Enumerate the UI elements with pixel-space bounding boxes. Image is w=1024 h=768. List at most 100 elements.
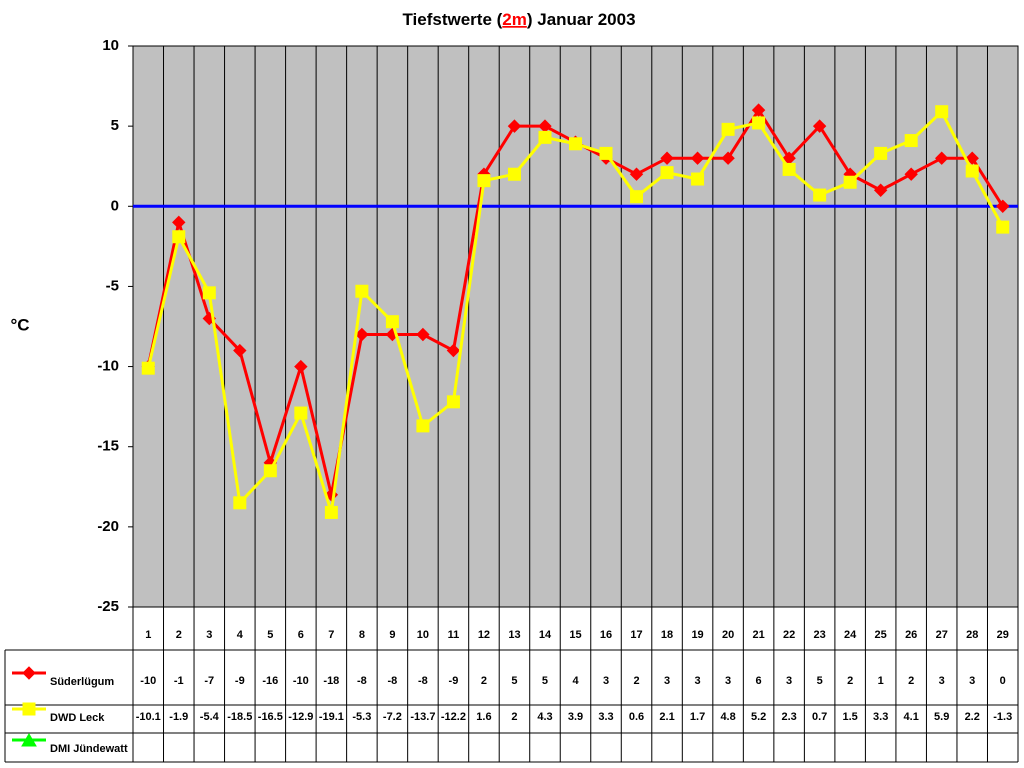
- table-value: 0.6: [629, 711, 644, 723]
- x-tick-label: 11: [448, 629, 460, 641]
- table-value: 0.7: [812, 711, 827, 723]
- x-tick-label: 28: [966, 629, 978, 641]
- marker: [538, 130, 552, 144]
- y-tick-label: 0: [111, 197, 119, 214]
- x-tick-label: 20: [722, 629, 734, 641]
- table-value: 1: [878, 675, 884, 687]
- marker: [752, 116, 766, 130]
- table-value: -9: [235, 675, 245, 687]
- x-tick-label: 23: [814, 629, 826, 641]
- x-tick-label: 6: [298, 629, 304, 641]
- x-tick-label: 2: [176, 629, 182, 641]
- table-value: -1.9: [169, 711, 188, 723]
- marker: [416, 419, 430, 433]
- y-tick-label: 10: [102, 37, 119, 54]
- x-tick-label: 4: [237, 629, 244, 641]
- table-value: 4.8: [720, 711, 735, 723]
- table-value: 2: [511, 711, 517, 723]
- table-value: 3: [725, 675, 731, 687]
- table-value: -10: [140, 675, 156, 687]
- x-tick-label: 26: [905, 629, 917, 641]
- x-tick-label: 3: [206, 629, 212, 641]
- x-tick-label: 8: [359, 629, 365, 641]
- table-value: -8: [388, 675, 398, 687]
- table-value: -16: [262, 675, 278, 687]
- marker: [660, 166, 674, 180]
- x-tick-label: 7: [328, 629, 334, 641]
- table-value: -12.2: [441, 711, 466, 723]
- table-value: -9: [449, 675, 459, 687]
- marker: [965, 164, 979, 178]
- marker: [782, 162, 796, 176]
- table-value: -10.1: [136, 711, 161, 723]
- table-value: 3: [786, 675, 792, 687]
- x-tick-label: 24: [844, 629, 857, 641]
- marker: [691, 172, 705, 186]
- table-value: -12.9: [288, 711, 313, 723]
- marker: [416, 327, 430, 342]
- table-value: -7: [204, 675, 214, 687]
- x-tick-label: 21: [752, 629, 764, 641]
- marker: [996, 220, 1010, 234]
- chart-title: Tiefstwerte (2m) Januar 2003: [402, 10, 635, 29]
- marker: [813, 188, 827, 202]
- plot-area: [132, 45, 1019, 608]
- title-part: Tiefstwerte (: [402, 10, 502, 29]
- table-value: 1.6: [476, 711, 491, 723]
- table-value: 3: [664, 675, 670, 687]
- marker: [21, 733, 37, 747]
- y-tick-label: -25: [97, 598, 119, 615]
- table-value: -19.1: [319, 711, 344, 723]
- marker: [690, 151, 705, 165]
- x-tick-label: 15: [569, 629, 581, 641]
- table-value: 2.2: [965, 711, 980, 723]
- table-value: 6: [756, 675, 762, 687]
- table-value: -16.5: [258, 711, 283, 723]
- y-tick-label: -10: [97, 358, 119, 375]
- marker: [904, 134, 918, 148]
- table-value: -5.4: [200, 711, 220, 723]
- table-value: 3: [969, 675, 975, 687]
- table-value: 2: [481, 675, 487, 687]
- y-tick-label: -20: [97, 518, 119, 535]
- table-value: -8: [357, 675, 367, 687]
- marker: [507, 119, 522, 133]
- x-tick-label: 13: [508, 629, 520, 641]
- y-tick-label: 5: [111, 117, 119, 134]
- marker: [446, 395, 460, 409]
- table-value: -13.7: [410, 711, 435, 723]
- marker: [996, 199, 1010, 213]
- marker: [477, 174, 491, 188]
- table-value: 0: [1000, 675, 1006, 687]
- table-value: -7.2: [383, 711, 402, 723]
- marker: [355, 284, 369, 298]
- marker: [355, 327, 369, 342]
- x-tick-label: 5: [267, 629, 273, 641]
- table-value: -5.3: [352, 711, 371, 723]
- table-value: 2: [633, 675, 639, 687]
- table-value: 3: [695, 675, 701, 687]
- marker: [599, 146, 613, 160]
- marker: [904, 167, 918, 181]
- marker: [934, 151, 949, 165]
- marker: [507, 167, 521, 181]
- table-value: 4.1: [904, 711, 919, 723]
- y-tick-label: -15: [97, 438, 119, 455]
- marker: [965, 151, 979, 165]
- marker: [812, 119, 827, 133]
- marker: [233, 496, 247, 510]
- x-tick-label: 18: [661, 629, 673, 641]
- marker: [935, 105, 949, 119]
- legend-label: DMI Jündewatt: [50, 743, 128, 755]
- x-tick-label: 22: [783, 629, 795, 641]
- table-value: 3.3: [598, 711, 613, 723]
- x-tick-label: 14: [539, 629, 552, 641]
- marker: [843, 175, 857, 189]
- marker: [660, 151, 674, 165]
- marker: [294, 406, 308, 420]
- table-value: 3.3: [873, 711, 888, 723]
- marker: [751, 103, 766, 117]
- marker: [324, 505, 338, 519]
- x-tick-label: 29: [997, 629, 1009, 641]
- table-value: 5.9: [934, 711, 949, 723]
